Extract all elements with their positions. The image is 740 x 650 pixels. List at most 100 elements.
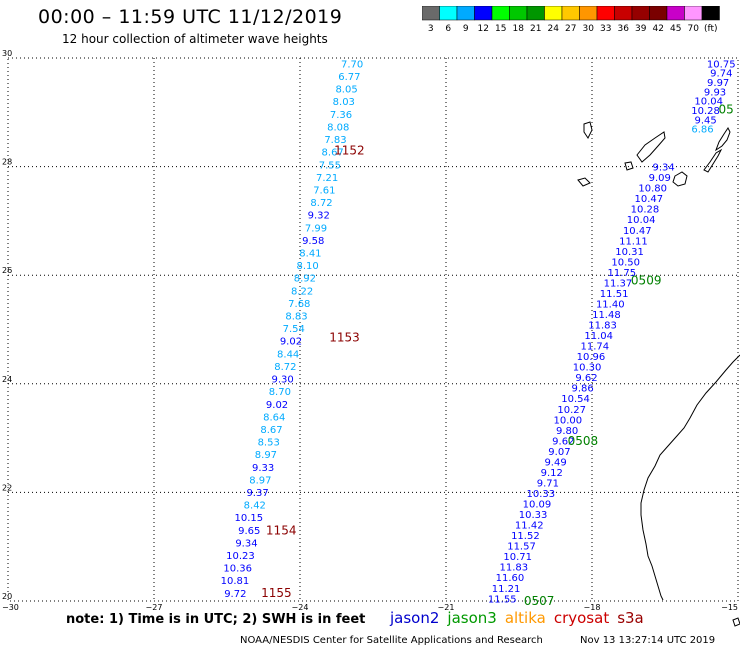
wave-height-label: 10.81 <box>221 576 250 587</box>
wave-height-label: 11.48 <box>592 310 621 321</box>
wave-height-label: 10.30 <box>573 363 602 374</box>
pass-time-label: 05 <box>719 103 734 117</box>
canary-island-tenerife <box>636 131 666 163</box>
wave-height-label: 10.75 <box>707 59 736 70</box>
map-title: 00:00 – 11:59 UTC 11/12/2019 <box>38 6 343 28</box>
wave-height-label: 9.12 <box>541 468 563 479</box>
colorbar-label: 36 <box>618 24 630 34</box>
legend-jason3: jason3 <box>447 609 497 627</box>
lat-tick-label: 22 <box>2 483 12 492</box>
colorbar-label: 70 <box>688 24 700 34</box>
wave-height-label: 11.52 <box>511 531 540 542</box>
colorbar-label: 45 <box>670 24 681 34</box>
cape-verde-island <box>732 617 740 627</box>
colorbar-label: 24 <box>548 24 560 34</box>
lat-tick-label: 26 <box>2 266 12 275</box>
wave-height-label: 8.10 <box>297 261 319 272</box>
wave-height-label: 10.27 <box>557 405 586 416</box>
wave-height-label: 11.55 <box>488 594 517 605</box>
wave-height-label: 10.36 <box>223 564 252 575</box>
wave-height-label: 10.96 <box>577 352 606 363</box>
wave-height-label: 9.32 <box>308 211 330 222</box>
satellite-legend: jason2 jason3 altika cryosat s3a <box>390 609 652 627</box>
colorbar-label: 12 <box>478 24 489 34</box>
canary-island-lanzarote <box>714 127 731 152</box>
wave-height-label: 11.57 <box>507 542 536 553</box>
wave-height-label: 10.33 <box>527 489 556 500</box>
axis-ticks: −30 −27 −24 −21 −18 −15 20 22 24 26 28 30 <box>2 49 738 612</box>
wave-height-label: 9.72 <box>224 589 246 600</box>
wave-height-label: 8.72 <box>274 362 296 373</box>
wave-height-label: 7.70 <box>341 59 363 70</box>
wave-height-label: 8.41 <box>299 249 321 260</box>
wave-height-label: 7.54 <box>283 324 305 335</box>
wave-height-label: 7.36 <box>330 110 352 121</box>
wave-height-label: 9.97 <box>707 78 729 89</box>
wave-height-label: 11.83 <box>588 321 617 332</box>
wave-height-label: 11.40 <box>596 299 625 310</box>
wave-height-label: 9.02 <box>266 400 288 411</box>
colorbar-label: 3 <box>428 24 434 34</box>
colorbar-unit: (ft) <box>704 24 718 34</box>
wave-height-label: 9.71 <box>537 478 559 489</box>
map-frame <box>7 57 739 602</box>
pass-time-label: 1154 <box>266 523 297 537</box>
wave-height-label: 10.47 <box>623 226 652 237</box>
wave-height-label: 7.55 <box>319 160 341 171</box>
wave-height-label: 7.68 <box>288 299 310 310</box>
canary-island-el-hierro <box>577 177 591 187</box>
track-time-labels: 1152 1153 1154 1155 05 0509 0508 0507 <box>261 103 734 608</box>
wave-height-label: 9.30 <box>271 375 293 386</box>
legend-s3a: s3a <box>617 609 644 627</box>
africa-coastline <box>640 354 740 601</box>
wave-height-label: 8.67 <box>322 148 344 159</box>
map-subtitle: 12 hour collection of altimeter wave hei… <box>62 32 328 46</box>
wave-height-label: 9.93 <box>704 87 726 98</box>
canary-island-la-palma <box>583 121 593 139</box>
wave-height-label: 8.08 <box>327 122 349 133</box>
wave-height-label: 6.86 <box>691 125 713 136</box>
wave-height-label: 11.04 <box>584 331 613 342</box>
colorbar-label: 21 <box>530 24 541 34</box>
lon-tick-label: −15 <box>721 603 738 612</box>
wave-height-label: 11.60 <box>496 573 525 584</box>
wave-height-label: 9.33 <box>252 463 274 474</box>
colorbar-swatch <box>701 6 720 21</box>
wave-height-label: 7.61 <box>313 185 335 196</box>
wave-height-label: 8.44 <box>277 349 299 360</box>
wave-height-label: 8.67 <box>260 425 282 436</box>
colorbar-label: 42 <box>653 24 664 34</box>
wave-height-label: 10.71 <box>503 552 532 563</box>
wave-height-label: 11.37 <box>604 278 633 289</box>
wave-height-label: 9.62 <box>575 373 597 384</box>
wave-height-label: 9.07 <box>548 447 570 458</box>
wave-height-label: 9.74 <box>710 69 732 80</box>
wave-height-label: 9.62 <box>552 436 574 447</box>
wave-height-label: 10.54 <box>561 394 590 405</box>
map-grid <box>7 57 739 602</box>
colorbar-label: 15 <box>495 24 506 34</box>
wave-height-label: 9.86 <box>571 384 593 395</box>
wave-height-label: 10.15 <box>235 513 264 524</box>
colorbar-label: 33 <box>600 24 611 34</box>
wave-height-label: 10.00 <box>554 415 583 426</box>
wave-height-label: 10.28 <box>631 205 660 216</box>
wave-height-label: 9.34 <box>652 163 674 174</box>
legend-cryosat: cryosat <box>553 609 610 627</box>
lon-tick-label: −30 <box>2 603 19 612</box>
footnote: note: 1) Time is in UTC; 2) SWH is in fe… <box>66 612 366 627</box>
pass-time-label: 1155 <box>261 586 292 600</box>
wave-height-label: 9.58 <box>302 236 324 247</box>
wave-height-label: 10.09 <box>523 500 552 511</box>
wave-height-label: 9.34 <box>235 538 257 549</box>
lon-tick-label: −21 <box>438 603 455 612</box>
wave-height-label: 9.02 <box>280 337 302 348</box>
pass-time-label: 1153 <box>329 331 360 345</box>
colorbar-label: 39 <box>635 24 647 34</box>
colorbar-label: 18 <box>513 24 525 34</box>
wave-height-label: 9.80 <box>556 426 578 437</box>
wave-height-label: 11.51 <box>600 289 629 300</box>
pass-time-label: 0508 <box>568 434 599 448</box>
wave-height-label: 10.50 <box>611 257 640 268</box>
canary-island-la-gomera <box>624 161 634 171</box>
